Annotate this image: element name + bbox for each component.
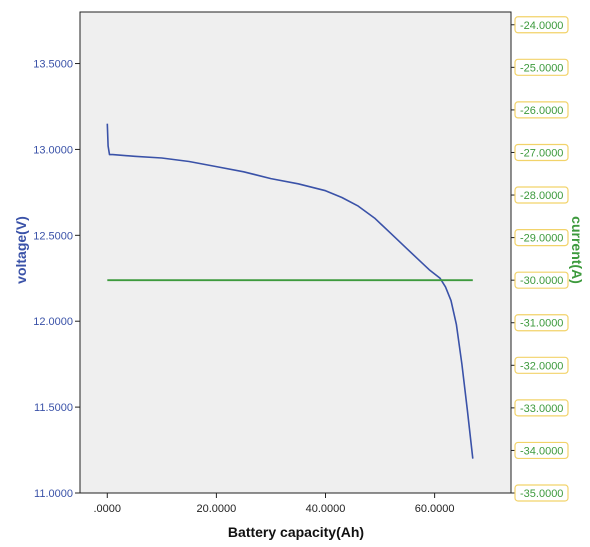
left-y-axis-title: voltage(V) bbox=[13, 216, 29, 284]
x-tick-label: .0000 bbox=[94, 503, 122, 515]
right-y-tick-box bbox=[514, 143, 569, 162]
right-y-tick-label: -28.0000 bbox=[520, 190, 563, 202]
x-tick-label: 60.0000 bbox=[415, 503, 455, 515]
right-y-tick-label: -34.0000 bbox=[520, 445, 563, 457]
right-y-tick-label: -24.0000 bbox=[520, 20, 563, 32]
right-y-tick-box bbox=[514, 101, 569, 119]
x-axis-ticks: .0000 20.0000 40.0000 60.0000 bbox=[94, 493, 455, 515]
voltage-series-line bbox=[106, 123, 474, 459]
right-y-tick-label: -25.0000 bbox=[520, 62, 563, 74]
series-layer bbox=[106, 123, 474, 459]
right-y-tick-box bbox=[514, 441, 569, 460]
left-y-tick-label: 13.5000 bbox=[33, 59, 73, 71]
right-y-tick-box bbox=[514, 186, 569, 204]
x-tick-label: 20.0000 bbox=[197, 503, 237, 515]
left-y-tick-label: 12.0000 bbox=[33, 316, 73, 328]
right-y-tick-label: -26.0000 bbox=[520, 105, 563, 117]
right-y-tick-box bbox=[514, 356, 569, 374]
right-y-tick-box bbox=[514, 314, 569, 332]
x-axis-title: Battery capacity(Ah) bbox=[228, 524, 364, 540]
right-y-tick-box bbox=[514, 484, 569, 502]
right-y-tick-label: -29.0000 bbox=[520, 233, 563, 245]
plot-area bbox=[79, 11, 512, 494]
right-y-tick-label: -30.0000 bbox=[520, 275, 563, 287]
right-y-tick-label: -33.0000 bbox=[520, 403, 563, 415]
left-y-tick-label: 11.5000 bbox=[34, 402, 73, 414]
left-y-tick-label: 11.0000 bbox=[34, 488, 73, 500]
left-y-tick-label: 13.0000 bbox=[33, 144, 73, 156]
right-y-axis-title: current(A) bbox=[569, 216, 585, 284]
x-tick-label: 40.0000 bbox=[306, 503, 346, 515]
left-y-tick-label: 12.5000 bbox=[33, 230, 73, 242]
right-y-tick-label: -32.0000 bbox=[520, 360, 563, 372]
right-y-tick-box bbox=[514, 58, 569, 76]
right-y-tick-box bbox=[514, 229, 569, 247]
left-y-axis-ticks: 11.0000 11.5000 12.0000 12.5000 13.0000 13.50… bbox=[33, 59, 80, 500]
right-y-tick-box bbox=[514, 399, 569, 417]
right-y-tick-box bbox=[514, 271, 569, 289]
right-y-tick-label: -35.0000 bbox=[520, 488, 563, 500]
right-y-tick-box bbox=[514, 16, 569, 34]
right-y-tick-label: -31.0000 bbox=[520, 318, 563, 330]
right-y-tick-label: -27.0000 bbox=[520, 147, 563, 159]
right-y-axis-ticks: -35.0000 -34.0000 -33.0000 -32.0000 -31.0000… bbox=[511, 16, 569, 502]
